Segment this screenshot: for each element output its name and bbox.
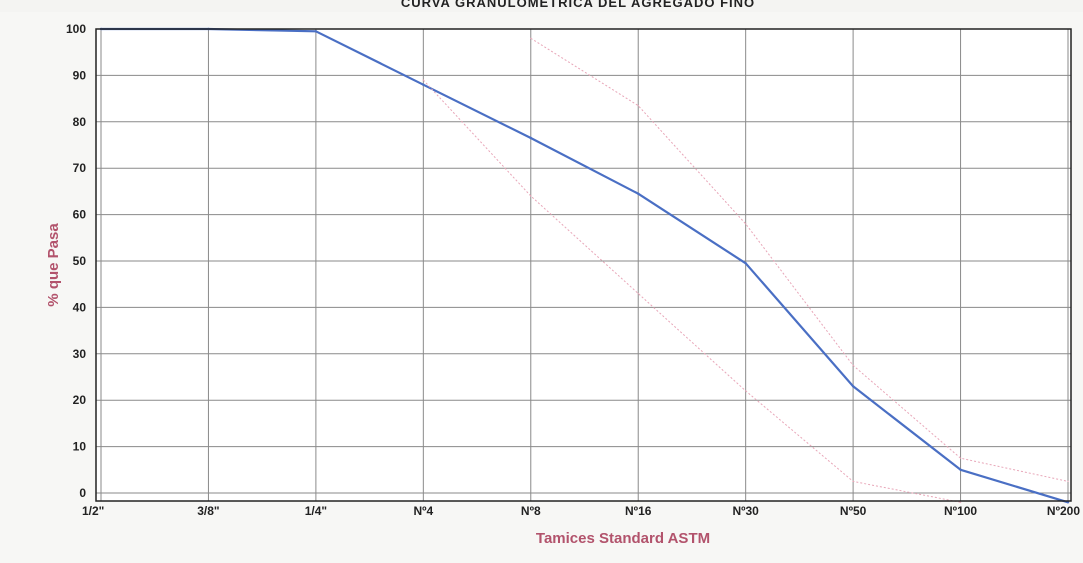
y-tick-labels: 0 10 20 30 40 50 60 70 80 90 100: [66, 22, 86, 500]
data-point-lower-limit: [637, 292, 639, 295]
data-point-gradation: [851, 385, 855, 388]
data-point-lower-limit: [960, 501, 962, 503]
data-point-upper-limit: [530, 37, 532, 39]
y-tick-label: 0: [79, 486, 86, 500]
vertical-gridlines: [100, 29, 1069, 501]
chart-title: CURVA GRANULOMETRICA DEL AGREGADO FINO: [401, 0, 755, 10]
x-tick-label: Nº30: [732, 504, 759, 518]
data-point-gradation: [529, 136, 532, 140]
data-point-gradation: [637, 192, 640, 195]
y-axis-label: % que Pasa: [45, 223, 62, 307]
x-axis-label: Tamices Standard ASTM: [536, 530, 710, 547]
data-point-lower-limit: [745, 390, 747, 392]
series-line-gradation: [101, 27, 1069, 504]
x-tick-label: Nº4: [413, 504, 433, 518]
y-tick-label: 10: [73, 440, 87, 454]
data-point-upper-limit: [637, 105, 639, 107]
x-tick-label: Nº50: [840, 504, 867, 518]
data-point-gradation: [422, 83, 425, 86]
y-tick-label: 90: [73, 68, 87, 82]
y-tick-label: 30: [73, 347, 87, 361]
x-tick-label: Nº8: [521, 504, 541, 518]
x-tick-labels: 1/2" 3/8" 1/4" Nº4 Nº8 Nº16 Nº30 Nº50 Nº100 Nº200: [82, 504, 1080, 518]
series-layer: [99, 27, 1070, 504]
y-tick-label: 50: [73, 254, 87, 268]
y-tick-label: 100: [66, 22, 86, 36]
data-point-upper-limit: [960, 457, 962, 459]
y-tick-label: 80: [73, 115, 87, 129]
x-tick-label: Nº100: [944, 504, 977, 518]
data-point-gradation: [744, 262, 747, 265]
y-tick-label: 40: [73, 300, 87, 314]
x-tick-label: 3/8": [197, 504, 219, 518]
data-point-gradation: [959, 468, 962, 471]
x-tick-label: 1/2": [82, 504, 104, 518]
series-line-upper-limit: [530, 37, 1069, 482]
data-point-upper-limit: [852, 364, 854, 366]
x-tick-label: Nº200: [1047, 504, 1080, 518]
data-point-upper-limit: [745, 223, 747, 225]
x-tick-label: Nº16: [625, 504, 652, 518]
y-tick-label: 60: [73, 208, 87, 222]
y-tick-label: 70: [73, 161, 87, 175]
plot-background: [96, 29, 1071, 501]
data-point-lower-limit: [530, 195, 532, 197]
data-point-lower-limit: [852, 480, 854, 482]
data-point-gradation: [314, 30, 318, 33]
data-point-upper-limit: [1067, 480, 1069, 482]
plot-frame: [95, 28, 1072, 502]
x-tick-label: 1/4": [305, 504, 327, 518]
y-tick-label: 20: [73, 393, 87, 407]
data-point-lower-limit: [422, 79, 424, 81]
